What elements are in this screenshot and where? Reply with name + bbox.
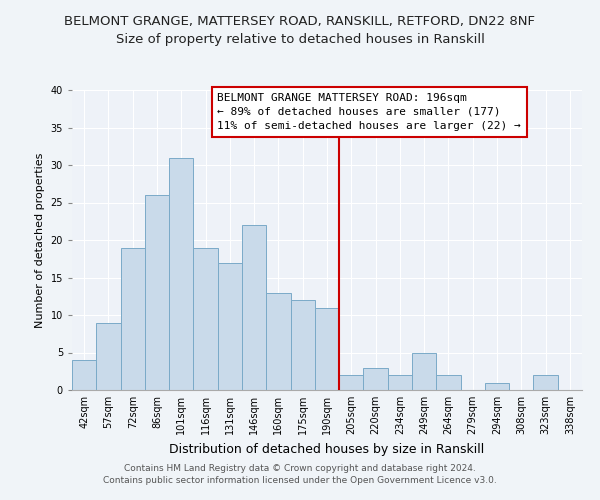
Bar — [169, 158, 193, 390]
Bar — [436, 375, 461, 390]
Bar — [266, 292, 290, 390]
Text: Contains HM Land Registry data © Crown copyright and database right 2024.
Contai: Contains HM Land Registry data © Crown c… — [103, 464, 497, 485]
Text: BELMONT GRANGE MATTERSEY ROAD: 196sqm
← 89% of detached houses are smaller (177): BELMONT GRANGE MATTERSEY ROAD: 196sqm ← … — [217, 93, 521, 131]
Bar — [388, 375, 412, 390]
Bar — [290, 300, 315, 390]
Bar — [242, 225, 266, 390]
Text: Size of property relative to detached houses in Ranskill: Size of property relative to detached ho… — [116, 32, 484, 46]
Bar — [364, 368, 388, 390]
Bar — [96, 322, 121, 390]
Bar — [339, 375, 364, 390]
X-axis label: Distribution of detached houses by size in Ranskill: Distribution of detached houses by size … — [169, 442, 485, 456]
Bar — [145, 195, 169, 390]
Bar — [412, 352, 436, 390]
Bar — [72, 360, 96, 390]
Bar — [218, 262, 242, 390]
Bar — [193, 248, 218, 390]
Bar — [315, 308, 339, 390]
Bar — [121, 248, 145, 390]
Bar — [533, 375, 558, 390]
Y-axis label: Number of detached properties: Number of detached properties — [35, 152, 45, 328]
Bar — [485, 382, 509, 390]
Text: BELMONT GRANGE, MATTERSEY ROAD, RANSKILL, RETFORD, DN22 8NF: BELMONT GRANGE, MATTERSEY ROAD, RANSKILL… — [65, 15, 536, 28]
